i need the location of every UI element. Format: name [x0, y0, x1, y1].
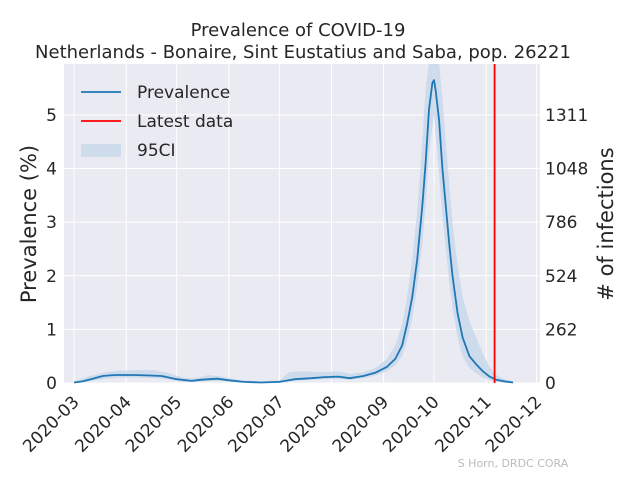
ci-band: [74, 64, 514, 383]
y2-axis-label: # of infections: [594, 147, 618, 300]
legend-label: 95CI: [137, 141, 176, 161]
y2-tick-label: 0: [545, 374, 556, 394]
y-tick-label: 2: [46, 267, 57, 287]
y-tick-label: 0: [46, 374, 57, 394]
legend-label: Latest data: [137, 112, 233, 132]
y-tick-labels: 0 1 2 3 4 5: [46, 106, 57, 394]
y2-tick-label: 1311: [545, 106, 588, 126]
y-axis-label: Prevalence (%): [17, 145, 41, 303]
chart-title: Prevalence of COVID-19: [191, 20, 406, 41]
y-tick-label: 3: [46, 213, 57, 233]
grid: [64, 64, 540, 384]
y-tick-label: 1: [46, 320, 57, 340]
y2-tick-label: 262: [545, 320, 577, 340]
legend-swatch-95ci: [81, 144, 121, 157]
y2-tick-label: 786: [545, 213, 577, 233]
y2-tick-label: 524: [545, 267, 577, 287]
y-tick-label: 5: [46, 106, 57, 126]
legend: Prevalence Latest data 95CI: [81, 83, 233, 161]
chart-subtitle: Netherlands - Bonaire, Sint Eustatius an…: [35, 42, 571, 63]
ci-band-layer: [74, 64, 514, 383]
y2-tick-labels: 0 262 524 786 1048 1311: [545, 106, 588, 394]
y-tick-label: 4: [46, 160, 57, 180]
credit-text: S Horn, DRDC CORA: [458, 457, 569, 470]
series-layer: [73, 64, 514, 384]
y2-tick-label: 1048: [545, 160, 588, 180]
legend-label: Prevalence: [137, 83, 230, 103]
prevalence-line: [73, 79, 514, 384]
